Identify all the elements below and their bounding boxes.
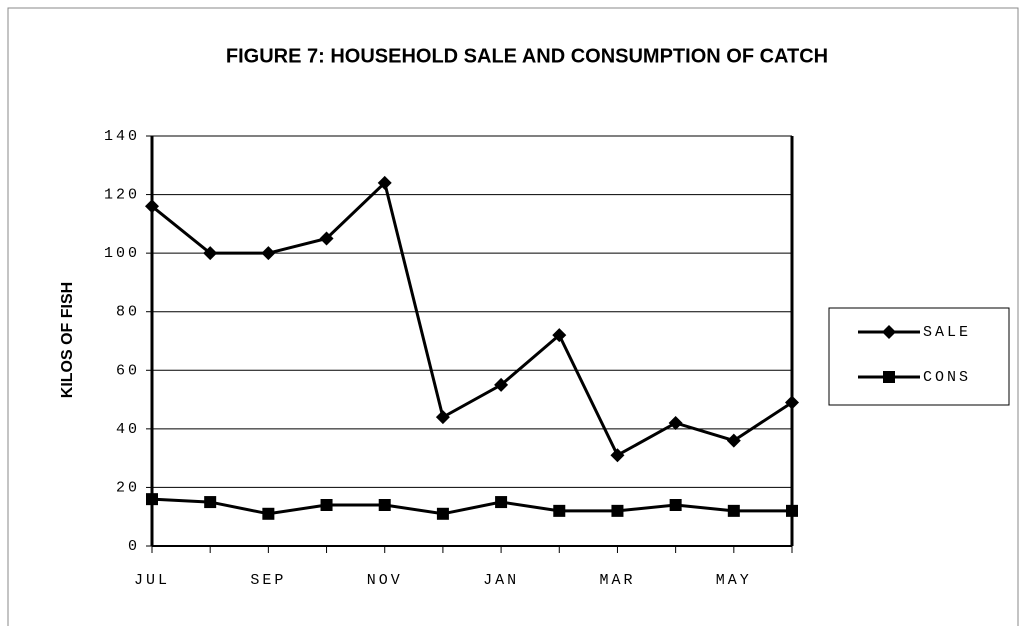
data-point — [378, 499, 391, 511]
data-point — [668, 416, 683, 430]
data-point — [611, 504, 624, 517]
data-point — [435, 410, 450, 425]
data-point — [204, 496, 217, 509]
data-point — [610, 448, 625, 463]
x-tick-label: NOV — [367, 572, 403, 589]
y-tick-label: 120 — [104, 187, 140, 204]
y-tick-label: 0 — [128, 538, 140, 555]
data-point — [436, 507, 449, 520]
data-point — [553, 504, 566, 517]
chart-frame — [7, 7, 1019, 626]
x-tick-label: SEP — [250, 572, 286, 589]
data-point — [494, 377, 509, 392]
data-point — [727, 504, 740, 517]
legend-label: SALE — [923, 324, 971, 341]
y-axis-label: KILOS OF FISH — [59, 282, 76, 398]
data-point — [669, 499, 682, 511]
data-point — [262, 507, 275, 520]
data-point — [261, 246, 276, 261]
y-tick-label: 80 — [116, 304, 140, 321]
series-line — [151, 497, 792, 516]
data-point — [319, 231, 334, 246]
data-point — [145, 199, 159, 214]
data-point — [726, 433, 741, 448]
data-point — [377, 175, 392, 190]
data-point — [495, 496, 508, 509]
y-tick-label: 100 — [104, 245, 140, 262]
x-tick-label: JUL — [134, 572, 170, 589]
y-tick-label: 140 — [104, 128, 140, 145]
data-point — [320, 499, 333, 511]
y-tick-label: 20 — [116, 479, 140, 496]
chart-title: FIGURE 7: HOUSEHOLD SALE AND CONSUMPTION… — [226, 45, 828, 67]
x-tick-label: JAN — [483, 572, 519, 589]
data-point — [786, 504, 798, 517]
y-tick-label: 60 — [116, 362, 140, 379]
series-line — [151, 179, 793, 458]
x-tick-label: MAY — [716, 572, 752, 589]
legend-marker — [883, 371, 895, 383]
data-point — [552, 328, 567, 343]
data-point — [785, 395, 799, 410]
legend-label: CONS — [923, 369, 971, 386]
legend-marker — [882, 325, 896, 339]
y-tick-label: 40 — [116, 421, 140, 438]
x-tick-label: MAR — [599, 572, 635, 589]
data-point — [203, 246, 218, 261]
data-point — [146, 493, 158, 506]
legend-box — [828, 307, 1010, 406]
